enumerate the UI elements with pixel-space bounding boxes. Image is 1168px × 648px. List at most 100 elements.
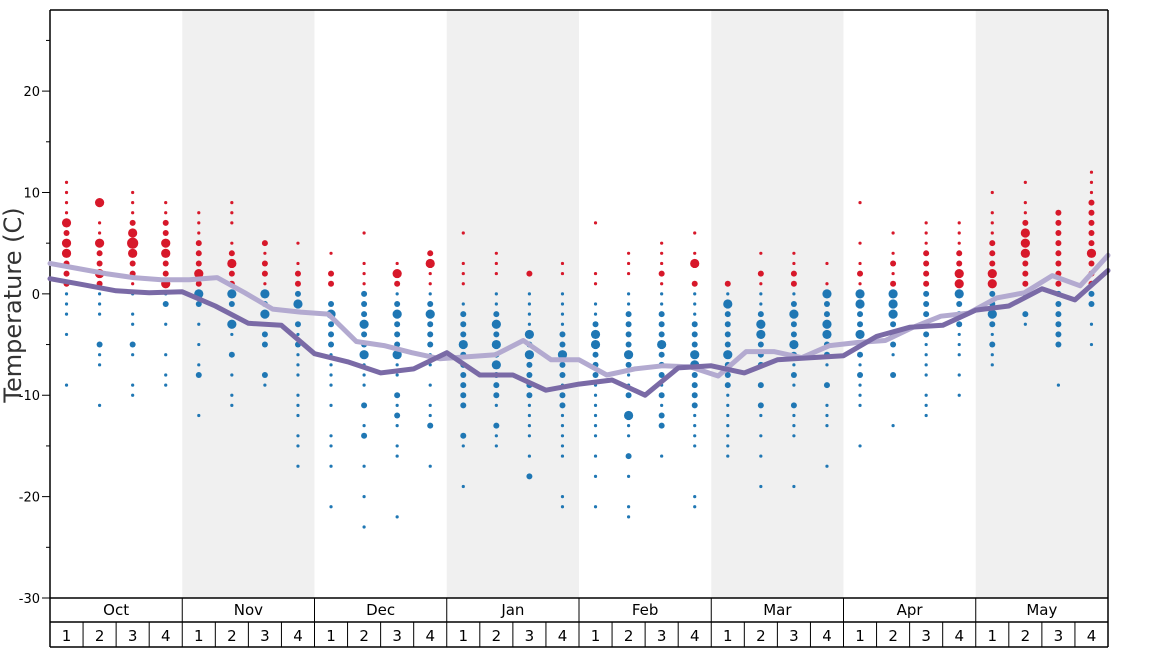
- warm-observation-dot: [858, 261, 862, 266]
- cold-observation-dot: [957, 332, 961, 337]
- warm-observation-dot: [956, 260, 963, 267]
- cold-observation-dot: [329, 403, 333, 407]
- cold-observation-dot: [693, 292, 697, 296]
- warm-observation-dot: [858, 201, 862, 205]
- cold-observation-dot: [427, 301, 434, 307]
- warm-observation-dot: [64, 201, 69, 205]
- cold-observation-dot: [1088, 290, 1095, 297]
- cold-observation-dot: [823, 382, 830, 389]
- cold-observation-dot: [693, 505, 697, 509]
- cold-observation-dot: [460, 371, 467, 378]
- cold-observation-dot: [230, 393, 234, 397]
- cold-observation-dot: [359, 319, 369, 329]
- y-tick-label: -30: [19, 592, 40, 607]
- warm-observation-dot: [428, 282, 432, 286]
- cold-observation-dot: [626, 373, 631, 377]
- warm-observation-dot: [825, 261, 829, 266]
- cold-observation-dot: [857, 321, 864, 328]
- cold-observation-dot: [494, 292, 498, 296]
- observation-dots: [61, 170, 1097, 529]
- warm-observation-dot: [1020, 248, 1030, 258]
- cold-observation-dot: [724, 341, 731, 348]
- cold-observation-dot: [97, 312, 102, 316]
- warm-observation-dot: [195, 260, 202, 267]
- cold-observation-dot: [560, 444, 565, 448]
- cold-observation-dot: [888, 299, 898, 309]
- cold-observation-dot: [759, 484, 763, 489]
- cold-observation-dot: [989, 321, 996, 328]
- week-label: 3: [525, 627, 535, 645]
- cold-observation-dot: [329, 434, 333, 438]
- cold-observation-dot: [493, 422, 500, 429]
- cold-observation-dot: [394, 331, 401, 338]
- cold-observation-dot: [329, 363, 333, 367]
- warm-observation-dot: [923, 250, 930, 257]
- cold-observation-dot: [626, 424, 631, 428]
- cold-observation-dot: [858, 393, 862, 397]
- cold-observation-dot: [691, 402, 698, 409]
- cold-observation-dot: [693, 495, 697, 499]
- warm-observation-dot: [954, 268, 964, 279]
- cold-observation-dot: [560, 454, 565, 458]
- warm-observation-dot: [494, 261, 498, 266]
- cold-observation-dot: [658, 331, 665, 338]
- cold-observation-dot: [726, 393, 730, 397]
- cold-observation-dot: [723, 350, 733, 360]
- y-tick-label: -20: [19, 491, 40, 506]
- warm-observation-dot: [162, 260, 169, 267]
- week-label: 2: [492, 627, 502, 645]
- cold-observation-dot: [460, 432, 467, 439]
- warm-observation-dot: [890, 280, 897, 287]
- cold-observation-dot: [394, 321, 401, 328]
- warm-observation-dot: [228, 270, 235, 277]
- cold-observation-dot: [789, 309, 799, 319]
- week-label: 2: [888, 627, 898, 645]
- warm-observation-dot: [626, 261, 631, 266]
- cold-observation-dot: [923, 311, 930, 318]
- cold-observation-dot: [560, 413, 565, 418]
- week-label: 4: [425, 627, 435, 645]
- cold-observation-dot: [97, 302, 102, 306]
- cold-observation-dot: [726, 413, 730, 418]
- cold-observation-dot: [527, 302, 532, 306]
- cold-observation-dot: [527, 322, 532, 326]
- cold-observation-dot: [855, 289, 865, 299]
- cold-observation-dot: [757, 382, 764, 389]
- cold-observation-dot: [693, 424, 697, 428]
- cold-observation-dot: [789, 339, 799, 350]
- cold-observation-dot: [428, 464, 432, 468]
- warm-observation-dot: [693, 231, 697, 235]
- cold-observation-dot: [197, 342, 201, 347]
- warm-observation-dot: [362, 282, 366, 286]
- warm-observation-dot: [362, 231, 366, 235]
- cold-observation-dot: [759, 302, 763, 306]
- warm-observation-dot: [1089, 170, 1094, 174]
- week-label: 2: [227, 627, 237, 645]
- cold-observation-dot: [329, 444, 333, 448]
- cold-observation-dot: [957, 342, 961, 347]
- warm-observation-dot: [1055, 240, 1062, 247]
- warm-observation-dot: [759, 251, 763, 255]
- cold-observation-dot: [790, 331, 797, 338]
- warm-observation-dot: [858, 241, 862, 245]
- cold-observation-dot: [957, 393, 961, 397]
- cold-observation-dot: [296, 332, 300, 337]
- warm-observation-dot: [990, 231, 994, 235]
- cold-observation-dot: [626, 434, 631, 438]
- cold-observation-dot: [395, 373, 399, 377]
- cold-observation-dot: [626, 474, 631, 478]
- cold-observation-dot: [858, 383, 862, 387]
- warm-observation-dot: [392, 268, 402, 279]
- warm-observation-dot: [954, 279, 964, 289]
- warm-observation-dot: [989, 260, 996, 267]
- y-tick-label: -10: [19, 389, 40, 404]
- cold-observation-dot: [392, 350, 402, 360]
- cold-observation-dot: [660, 454, 664, 458]
- warm-observation-dot: [759, 282, 763, 286]
- warm-observation-dot: [593, 282, 598, 286]
- cold-observation-dot: [923, 301, 930, 307]
- y-tick-label: 20: [23, 85, 40, 100]
- cold-observation-dot: [590, 339, 601, 350]
- warm-observation-dot: [1055, 260, 1062, 267]
- warm-observation-dot: [195, 240, 202, 247]
